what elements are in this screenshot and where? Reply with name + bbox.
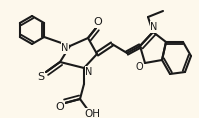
Text: O: O	[135, 62, 143, 72]
Text: N: N	[150, 22, 158, 32]
Text: S: S	[37, 72, 45, 82]
Text: N: N	[85, 67, 93, 77]
Text: OH: OH	[84, 109, 100, 118]
Text: O: O	[56, 102, 64, 112]
Text: O: O	[94, 17, 102, 27]
Text: N: N	[61, 43, 69, 53]
